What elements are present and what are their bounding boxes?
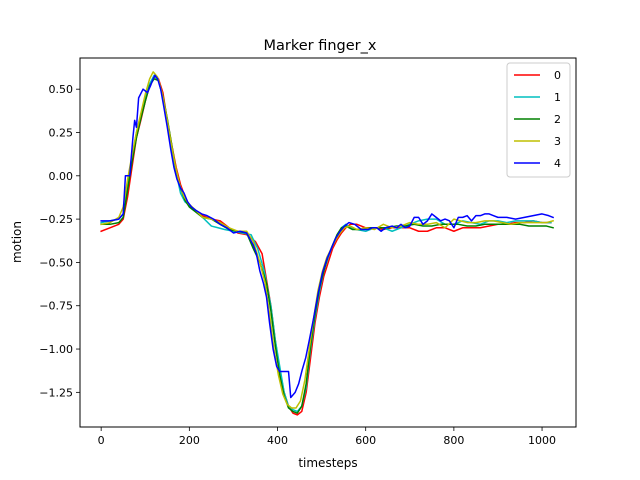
y-axis-label: motion — [10, 221, 24, 263]
x-tick-label: 1000 — [528, 434, 556, 447]
legend: 0 1 2 3 4 — [506, 62, 571, 178]
y-axis: 0.50 0.25 0.00 −0.25 −0.50 −0.75 −1.00 −1.25 — [39, 83, 80, 399]
legend-box — [506, 62, 571, 178]
y-tick-label: −1.00 — [39, 343, 73, 356]
legend-label: 1 — [554, 91, 561, 104]
x-tick-label: 0 — [98, 434, 105, 447]
x-tick-label: 400 — [267, 434, 288, 447]
x-tick-label: 600 — [355, 434, 376, 447]
x-tick-label: 800 — [443, 434, 464, 447]
y-tick-label: −0.25 — [39, 213, 73, 226]
y-tick-label: 0.25 — [49, 126, 74, 139]
y-tick-label: 0.50 — [49, 83, 74, 96]
x-axis-label: timesteps — [298, 456, 357, 470]
chart-title: Marker finger_x — [264, 38, 377, 54]
legend-label: 0 — [554, 69, 561, 82]
legend-label: 2 — [554, 113, 561, 126]
x-tick-label: 200 — [179, 434, 200, 447]
y-tick-label: −0.50 — [39, 256, 73, 269]
series-layer — [100, 71, 555, 416]
legend-label: 3 — [554, 135, 561, 148]
x-axis: 0 200 400 600 800 1000 — [98, 427, 556, 447]
y-tick-label: −1.25 — [39, 386, 73, 399]
legend-label: 4 — [554, 157, 561, 170]
plot-frame — [79, 57, 577, 428]
y-tick-label: −0.75 — [39, 300, 73, 313]
series-line-4 — [100, 74, 555, 399]
y-tick-label: 0.00 — [49, 170, 74, 183]
